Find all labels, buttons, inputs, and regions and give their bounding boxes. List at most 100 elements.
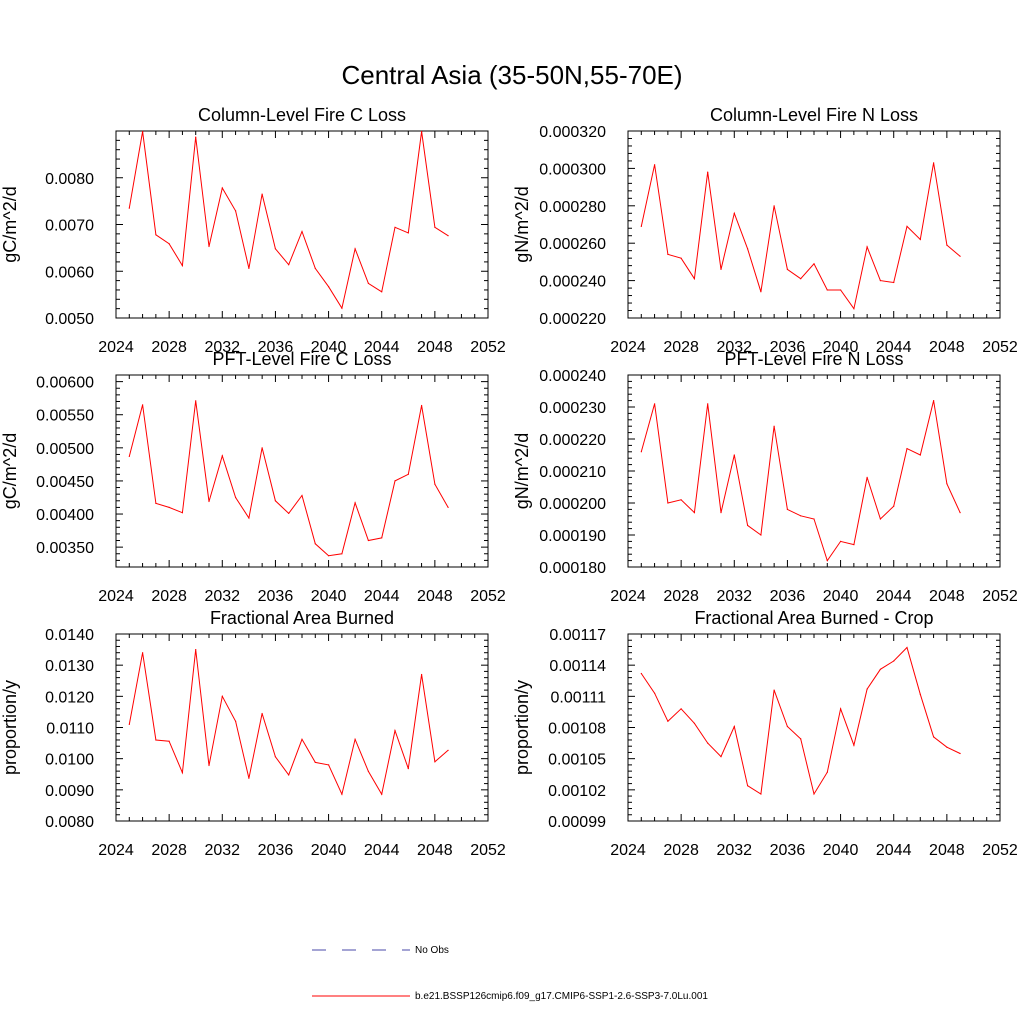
x-tick-label: 2044	[364, 842, 400, 859]
data-point	[301, 230, 303, 233]
data-point	[301, 738, 303, 740]
data-point	[274, 756, 276, 758]
chart-title: Fractional Area Burned - Crop	[694, 608, 933, 628]
data-point	[786, 725, 789, 728]
data-point	[640, 451, 642, 453]
y-tick-label: 0.0140	[45, 627, 94, 644]
data-point	[773, 425, 775, 427]
data-point	[354, 502, 356, 504]
x-tick-label: 2044	[876, 588, 912, 605]
data-point	[654, 403, 656, 405]
data-point	[786, 508, 789, 510]
data-point	[288, 512, 290, 515]
data-point	[667, 720, 669, 722]
data-point	[693, 722, 696, 724]
data-point	[235, 496, 237, 499]
chart-panel: Column-Level Fire N Loss gN/m^2/d 2024 2028…	[512, 105, 1018, 356]
data-point	[654, 164, 656, 166]
y-tick-label: 0.000200	[539, 496, 606, 513]
data-point	[181, 772, 183, 774]
y-tick-label: 0.0080	[45, 171, 94, 188]
data-point	[800, 738, 802, 740]
y-tick-label: 0.0090	[45, 783, 94, 800]
y-tick-label: 0.00450	[36, 474, 94, 491]
data-point	[826, 771, 828, 773]
data-point	[394, 226, 396, 228]
data-point	[946, 244, 948, 246]
data-point	[195, 136, 197, 138]
data-point	[680, 257, 682, 259]
data-point	[866, 476, 868, 478]
data-point	[720, 511, 722, 514]
data-point	[946, 483, 948, 485]
data-point	[328, 286, 330, 288]
data-point	[720, 756, 722, 758]
page-title: Central Asia (35-50N,55-70E)	[341, 60, 682, 90]
data-point	[893, 660, 895, 662]
data-point	[274, 248, 276, 250]
x-tick-label: 2028	[151, 842, 187, 859]
x-tick-label: 2032	[204, 588, 240, 605]
data-point	[693, 278, 696, 280]
data-point	[235, 210, 237, 212]
data-point	[760, 291, 762, 293]
x-tick-label: 2052	[470, 339, 506, 356]
y-tick-label: 0.000300	[539, 161, 606, 178]
y-tick-label: 0.0110	[46, 721, 94, 738]
data-point	[341, 553, 343, 555]
data-point	[773, 689, 775, 691]
x-tick-label: 2036	[770, 842, 806, 859]
data-point	[959, 511, 961, 514]
y-tick-label: 0.000210	[539, 464, 606, 481]
data-point	[208, 764, 210, 767]
x-tick-label: 2036	[258, 588, 294, 605]
chart-panel: Fractional Area Burned - Crop proportion/…	[512, 608, 1018, 859]
y-axis-label: gC/m^2/d	[0, 186, 20, 262]
data-point	[142, 130, 144, 133]
y-tick-label: 0.000220	[539, 311, 606, 328]
data-point	[381, 537, 383, 539]
panels: Column-Level Fire C Loss gC/m^2/d 2024 2028…	[0, 105, 1018, 859]
data-point	[367, 282, 369, 284]
data-point	[707, 742, 709, 744]
data-point	[328, 764, 330, 766]
x-tick-label: 2052	[982, 588, 1018, 605]
x-tick-label: 2052	[982, 842, 1018, 859]
data-point	[407, 473, 409, 475]
data-point	[707, 403, 709, 405]
chart-title: PFT-Level Fire N Loss	[724, 349, 903, 369]
data-point	[394, 730, 396, 732]
data-point	[720, 268, 722, 270]
data-point	[813, 518, 815, 520]
data-point	[434, 761, 436, 763]
data-point	[261, 447, 263, 449]
x-tick-label: 2028	[663, 339, 699, 356]
data-point	[760, 534, 762, 536]
y-tick-label: 0.000280	[539, 199, 606, 216]
x-tick-label: 2048	[929, 842, 965, 859]
data-point	[800, 278, 802, 280]
x-tick-label: 2048	[929, 339, 965, 356]
data-point	[654, 692, 656, 694]
data-point	[208, 500, 210, 503]
data-point	[341, 793, 343, 795]
x-tick-label: 2032	[716, 588, 752, 605]
data-point	[248, 267, 250, 269]
data-point	[288, 264, 290, 266]
y-tick-label: 0.0050	[45, 311, 94, 328]
data-point	[155, 234, 157, 236]
y-tick-label: 0.00105	[548, 752, 606, 769]
x-tick-label: 2028	[151, 339, 187, 356]
data-point	[314, 543, 316, 545]
data-point	[800, 515, 802, 517]
data-point	[367, 770, 369, 773]
chart-panel: Fractional Area Burned proportion/y 2024 20…	[0, 608, 506, 859]
x-tick-label: 2048	[417, 588, 453, 605]
x-tick-label: 2028	[151, 588, 187, 605]
data-point	[906, 225, 908, 227]
data-point	[640, 225, 642, 227]
data-point	[893, 505, 895, 507]
chart-panel: PFT-Level Fire C Loss gC/m^2/d 2024 2028 203…	[0, 349, 506, 605]
data-point	[354, 738, 356, 740]
